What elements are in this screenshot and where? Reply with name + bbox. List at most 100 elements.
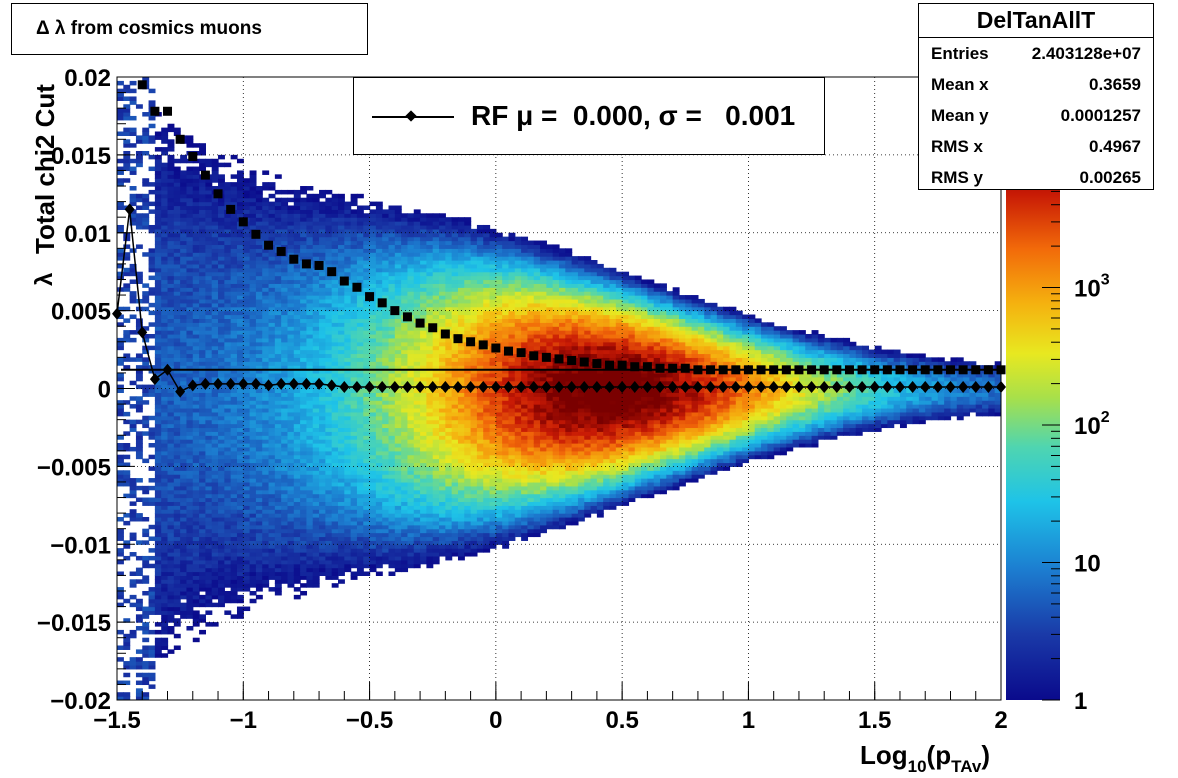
heatmap-cell: [325, 505, 333, 510]
heatmap-cell: [117, 407, 124, 413]
heatmap-cell: [180, 380, 188, 386]
heatmap-cell: [268, 298, 276, 304]
heatmap-cell: [173, 567, 181, 573]
heatmap-cell: [426, 555, 434, 561]
heatmap-cell: [281, 197, 289, 203]
heatmap-cell: [230, 583, 238, 588]
heatmap-cell: [129, 571, 137, 576]
heatmap-cell: [350, 489, 358, 495]
heatmap-cell: [205, 189, 213, 195]
heatmap-cell: [287, 217, 295, 222]
heatmap-cell: [281, 474, 289, 479]
heatmap-cell: [375, 407, 383, 413]
heatmap-cell: [180, 252, 188, 257]
heatmap-cell: [344, 555, 352, 561]
heatmap-cell: [306, 291, 314, 296]
heatmap-cell: [123, 446, 131, 452]
heatmap-cell: [192, 392, 200, 397]
heatmap-cell: [135, 275, 143, 281]
heatmap-cell: [369, 260, 377, 265]
heatmap-cell: [117, 372, 124, 378]
heatmap-cell: [186, 224, 194, 230]
heatmap-cell: [325, 224, 333, 230]
heatmap-cell: [167, 228, 175, 234]
heatmap-cell: [180, 337, 188, 343]
heatmap-cell: [186, 435, 194, 440]
heatmap-cell: [236, 345, 244, 351]
heatmap-cell: [154, 653, 162, 658]
heatmap-cell: [199, 201, 206, 207]
heatmap-cell: [161, 497, 169, 503]
heatmap-cell: [230, 326, 238, 331]
heatmap-cell: [211, 567, 219, 573]
heatmap-cell: [375, 267, 383, 273]
heatmap-cell: [356, 337, 364, 343]
heatmap-cell: [243, 516, 251, 522]
heatmap-cell: [180, 505, 188, 510]
heatmap-cell: [268, 446, 276, 452]
heatmap-cell: [167, 629, 175, 635]
heatmap-cell: [249, 481, 257, 487]
heatmap-cell: [224, 563, 232, 569]
heatmap-cell: [123, 283, 131, 288]
heatmap-cell: [300, 458, 308, 464]
heatmap-cell: [186, 330, 194, 335]
heatmap-cell: [319, 528, 326, 534]
heatmap-cell: [230, 376, 238, 382]
heatmap-cell: [230, 221, 238, 226]
heatmap-cell: [306, 435, 314, 440]
heatmap-cell: [236, 575, 244, 580]
heatmap-cell: [142, 252, 150, 257]
heatmap-cell: [205, 431, 213, 436]
heatmap-cell: [401, 474, 409, 479]
heatmap-cell: [382, 361, 390, 366]
heatmap-cell: [192, 435, 200, 440]
heatmap-cell: [230, 559, 238, 565]
heatmap-cell: [420, 248, 427, 253]
heatmap-cell: [300, 201, 308, 207]
heatmap-cell: [243, 330, 251, 335]
heatmap-cell: [142, 497, 150, 503]
heatmap-cell: [331, 333, 339, 339]
heatmap-cell: [388, 532, 396, 538]
heatmap-cell: [224, 396, 232, 401]
heatmap-cell: [211, 197, 219, 203]
heatmap-cell: [129, 629, 137, 635]
heatmap-cell: [192, 193, 200, 199]
heatmap-cell: [186, 314, 194, 320]
heatmap-cell: [388, 400, 396, 405]
heatmap-cell: [180, 330, 188, 335]
heatmap-cell: [407, 232, 415, 238]
heatmap-cell: [192, 380, 200, 386]
heatmap-cell: [230, 400, 238, 405]
heatmap-cell: [375, 563, 383, 569]
heatmap-cell: [287, 400, 295, 405]
heatmap-cell: [180, 396, 188, 401]
heatmap-cell: [369, 513, 377, 518]
heatmap-cell: [199, 275, 206, 281]
heatmap-cell: [218, 209, 225, 214]
heatmap-cell: [325, 361, 333, 366]
heatmap-cell: [369, 244, 377, 249]
heatmap-cell: [173, 186, 181, 191]
heatmap-cell: [205, 481, 213, 487]
heatmap-cell: [300, 256, 308, 261]
heatmap-cell: [167, 481, 175, 487]
heatmap-cell: [186, 524, 194, 530]
heatmap-cell: [344, 341, 352, 347]
heatmap-cell: [142, 150, 150, 156]
heatmap-cell: [369, 474, 377, 479]
heatmap-cell: [325, 443, 333, 448]
heatmap-cell: [167, 182, 175, 187]
heatmap-cell: [173, 645, 181, 650]
heatmap-cell: [394, 462, 402, 467]
heatmap-cell: [407, 552, 415, 557]
heatmap-cell: [154, 579, 162, 584]
heatmap-cell: [401, 404, 409, 409]
heatmap-cell: [394, 353, 402, 358]
heatmap-cell: [350, 524, 358, 530]
heatmap-cell: [224, 516, 232, 522]
heatmap-cell: [300, 310, 308, 316]
heatmap-cell: [167, 400, 175, 405]
heatmap-cell: [205, 201, 213, 207]
